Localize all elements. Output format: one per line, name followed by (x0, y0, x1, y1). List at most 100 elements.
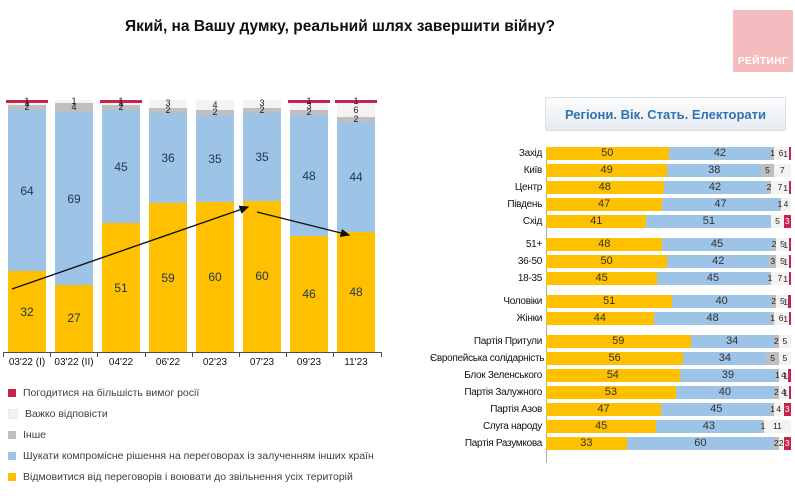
bar-column: 48 44 2 6 1 (335, 96, 377, 352)
x-axis-label-text: 02'23 (202, 357, 228, 368)
row-bar: 48 42 2 7 1 (546, 181, 792, 194)
value-label: 3 (770, 256, 776, 267)
bar-segment-white: 5 (778, 352, 791, 365)
bar-segment-yellow: 50 (546, 255, 668, 268)
bar-segment-gray: 1 (778, 198, 782, 211)
bar-segment-blue: 34 (690, 335, 774, 348)
value-label: 48 (302, 168, 316, 183)
legend-label: Важко відповісти (25, 407, 108, 420)
bar-segment-white: 4 (778, 369, 789, 382)
bar-segment-gray: 5 (761, 164, 774, 177)
bar-segment-blue: 36 (149, 112, 187, 204)
bar-row: Захід 50 42 1 6 1 (430, 147, 793, 160)
value-label: 2 (306, 107, 312, 118)
value-label: 1 (783, 296, 788, 307)
bar-segment-red: 1 (783, 272, 791, 285)
bar-row: 51+ 48 45 2 5 1 (430, 238, 793, 251)
bar-segment-blue: 45 (102, 110, 140, 224)
row-label: Слуга народу (482, 421, 542, 432)
value-label: 4 (71, 102, 77, 112)
bar-segment-red: 1 (783, 147, 791, 160)
bar-row: Партія Залужного 53 40 2 4 1 (430, 386, 793, 399)
value-label: 5 (780, 239, 785, 250)
value-label: 43 (702, 420, 716, 432)
bar-column: 32 64 2 1 1 (6, 96, 48, 352)
value-label: 60 (208, 270, 222, 285)
axis-tick (333, 352, 335, 357)
value-label: 11 (773, 421, 782, 432)
value-label: 1 (118, 98, 124, 109)
bar-segment-red: 1 (783, 369, 791, 382)
x-axis-label-text: 06'22 (155, 357, 181, 368)
bar-segment-gray: 2 (773, 386, 779, 399)
bar-group-electorates: Партія Притули 59 34 2 5 Європейська солідарн… (430, 335, 793, 450)
bar-segment-gray: 2 (771, 238, 777, 251)
bar-group-regions: Захід 50 42 1 6 1 Київ 49 38 5 7 Центр 48 42 2 7 1 Півден… (430, 147, 793, 228)
x-axis-label: 03'22 (II) (54, 357, 93, 368)
x-axis-label: 02'23 (196, 357, 234, 368)
bar-segment-white: 6 (773, 147, 789, 160)
bar-column: 59 36 2 3 (149, 98, 187, 352)
bar-segment-gray: 2 (149, 105, 187, 114)
axis-tick (191, 352, 193, 357)
bar-column: 60 35 2 4 (196, 100, 234, 352)
value-label: 27 (67, 311, 81, 326)
chart-legend: Погодитися на більшість вимог росії Важко… (8, 382, 374, 487)
value-label: 45 (595, 272, 608, 284)
x-axis-label: 11'23 (337, 357, 375, 368)
bar-segment-blue: 44 (337, 122, 375, 233)
value-label: 1 (775, 370, 780, 381)
value-label: 1 (306, 95, 312, 106)
bar-segment-white: 6 (773, 312, 789, 325)
row-label: Центр (514, 182, 542, 193)
value-label: 2 (353, 114, 359, 125)
bar-segment-gray: 1 (760, 420, 765, 433)
value-label: 1 (770, 313, 775, 324)
legend-label: Інше (23, 428, 46, 441)
row-label: Чоловіки (503, 296, 542, 307)
bar-segment-gray: 2 (8, 103, 46, 112)
right-panel-header: Регіони. Вік. Стать. Електорати (545, 97, 786, 131)
bar-segment-yellow: 48 (546, 181, 664, 194)
bar-row: Центр 48 42 2 7 1 (430, 181, 793, 194)
bar-segment-red: 1 (783, 238, 791, 251)
row-label: Жінки (516, 313, 543, 324)
value-label: 48 (706, 312, 719, 324)
value-label: 5 (779, 296, 785, 307)
bar-segment-red: 1 (783, 295, 791, 308)
bar-segment-gray: 2 (243, 105, 281, 114)
bar-segment-red: 1 (6, 96, 48, 105)
row-label: Південь (507, 199, 542, 210)
value-label: 48 (598, 181, 611, 193)
right-panel-header-label: Регіони. Вік. Стать. Електорати (564, 106, 767, 122)
value-label: 45 (114, 159, 128, 174)
timeline-stacked-column-chart: 32 64 2 1 1 27 69 4 1 51 45 2 1 1 59 36 2 3 60 35 2 4 60 35 2 3 46… (6, 95, 380, 352)
bar-segment-blue: 42 (663, 181, 767, 194)
bar-segment-yellow: 60 (243, 200, 281, 352)
row-bar: 54 39 1 4 1 (546, 369, 792, 382)
bar-segment-gray: 1 (768, 272, 772, 285)
value-label: 3 (165, 98, 171, 109)
bar-segment-red: 1 (783, 255, 791, 268)
bar-segment-red: 1 (783, 386, 791, 399)
bar-segment-white: 4 (778, 386, 789, 399)
value-label: 51 (702, 215, 716, 227)
value-label: 2 (773, 387, 779, 398)
value-label: 53 (604, 386, 618, 398)
x-axis-label: 03'22 (I) (8, 357, 46, 368)
row-bar: 49 38 5 7 (546, 164, 792, 177)
value-label: 54 (606, 369, 619, 381)
value-label: 2 (771, 296, 777, 307)
row-bar: 45 45 1 7 1 (546, 272, 792, 285)
bar-row: Партія Притули 59 34 2 5 (430, 335, 793, 348)
value-label: 7 (779, 165, 785, 176)
value-label: 51 (602, 295, 616, 307)
value-label: 42 (713, 147, 727, 159)
bar-segment-white: 7 (771, 272, 789, 285)
axis-tick (97, 352, 99, 357)
bar-column: 46 48 2 3 1 (288, 95, 330, 352)
value-label: 45 (595, 420, 608, 432)
value-label: 5 (770, 353, 775, 364)
bar-row: Жінки 44 48 1 6 1 (430, 312, 793, 325)
bar-segment-gray: 1 (770, 147, 775, 160)
